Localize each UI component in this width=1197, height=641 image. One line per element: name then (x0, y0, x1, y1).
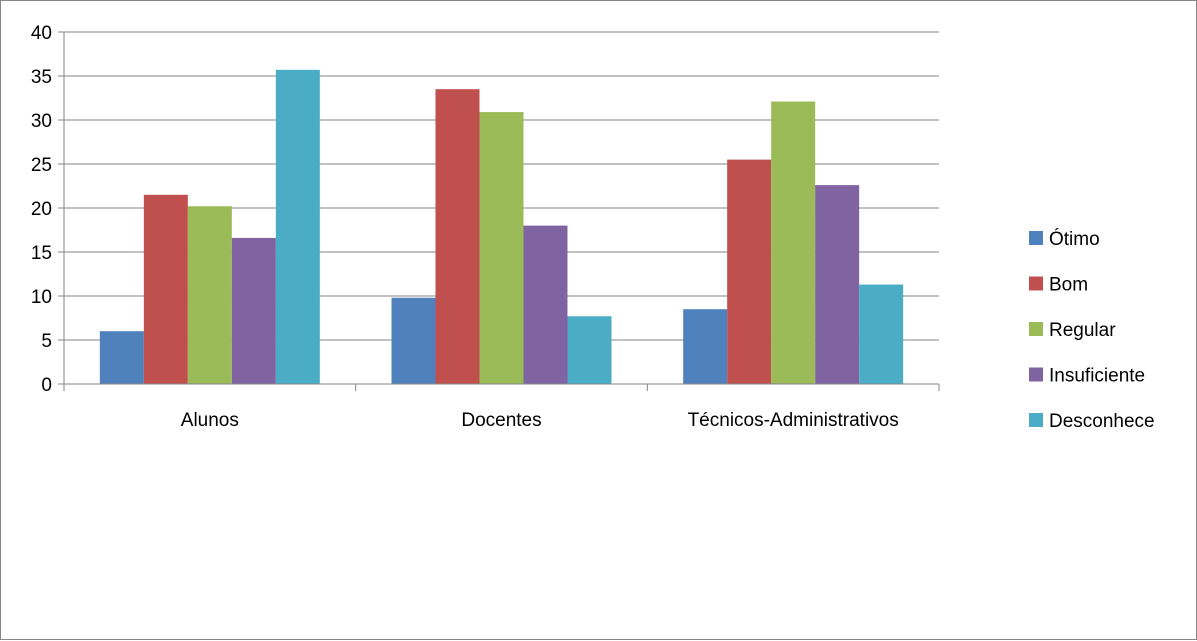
bar-insuficiente-2 (815, 185, 860, 384)
x-tick-label: Técnicos-Administrativos (688, 410, 899, 431)
bar-insuficiente-1 (523, 225, 568, 384)
legend-swatch (1029, 367, 1043, 382)
bar-bom-2 (727, 159, 772, 384)
legend: Ótimo Bom Regular Insuficiente Desconhece (1029, 228, 1155, 432)
legend-swatch (1029, 322, 1043, 336)
bar--timo-2 (683, 309, 728, 384)
bar-desconhece-2 (859, 284, 904, 384)
legend-label: Ótimo (1049, 228, 1100, 250)
bar-bom-0 (143, 194, 188, 384)
y-tick-label: 35 (31, 67, 52, 88)
bar-desconhece-0 (275, 69, 320, 384)
bar-insuficiente-0 (231, 237, 276, 384)
y-tick-label: 10 (31, 287, 52, 308)
y-tick-label: 5 (41, 331, 52, 352)
bars (99, 69, 904, 385)
legend-swatch (1029, 276, 1043, 291)
bar--timo-0 (99, 331, 144, 384)
legend-label: Insuficiente (1049, 366, 1145, 387)
y-tick-label: 20 (31, 199, 52, 220)
legend-label: Desconhece (1049, 411, 1155, 432)
bar-desconhece-1 (567, 316, 612, 384)
legend-label: Regular (1049, 320, 1116, 341)
bar-bom-1 (435, 89, 480, 384)
legend-swatch (1029, 413, 1043, 427)
y-tick-label: 15 (31, 243, 52, 264)
x-tick-label: Alunos (181, 410, 239, 431)
y-tick-label: 25 (31, 155, 52, 176)
legend-swatch (1029, 231, 1043, 245)
bar-regular-2 (771, 101, 816, 385)
y-tick-label: 0 (41, 375, 52, 396)
x-tick-label: Docentes (461, 410, 541, 431)
bar-regular-1 (479, 112, 524, 384)
bar--timo-1 (391, 297, 436, 384)
y-tick-label: 30 (31, 111, 52, 132)
y-tick-label: 40 (31, 23, 52, 44)
legend-label: Bom (1049, 275, 1088, 296)
axes: 0 5 10 15 20 25 30 35 40 Alunos Docentes Técnicos-A… (31, 23, 940, 431)
bar-regular-0 (187, 206, 232, 384)
